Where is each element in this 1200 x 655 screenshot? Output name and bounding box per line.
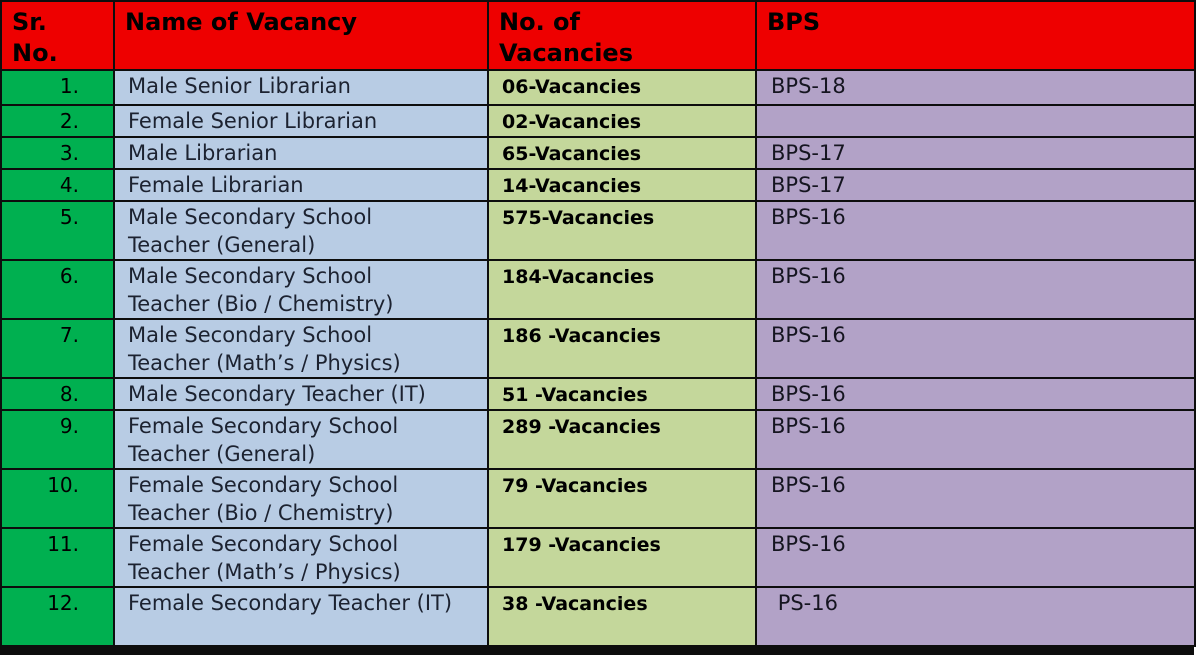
header-label-bps: BPS — [767, 8, 821, 36]
cell-name: Female Secondary School Teacher (Bio / C… — [113, 468, 489, 529]
cell-bps: PS-16 — [755, 586, 1196, 647]
cell-name: Male Secondary Teacher (IT) — [113, 377, 489, 411]
cell-name: Male Senior Librarian — [113, 69, 489, 106]
cell-sr-no: 6. — [0, 259, 115, 320]
table-row: 9. Female Secondary School Teacher (Gene… — [0, 409, 1196, 470]
table-row: 4. Female Librarian 14-Vacancies BPS-17 — [0, 168, 1196, 202]
cell-vacancies: 02-Vacancies — [487, 104, 757, 138]
cell-bps: BPS-16 — [755, 200, 1196, 261]
cell-vacancies: 289 -Vacancies — [487, 409, 757, 470]
cell-vacancies: 38 -Vacancies — [487, 586, 757, 647]
cell-bps: BPS-16 — [755, 377, 1196, 411]
header-cell-bps: BPS — [755, 0, 1196, 71]
cell-name: Female Secondary School Teacher (Math’s … — [113, 527, 489, 588]
cell-sr-no: 3. — [0, 136, 115, 170]
cell-sr-no: 8. — [0, 377, 115, 411]
cell-vacancies: 51 -Vacancies — [487, 377, 757, 411]
table-row: 1. Male Senior Librarian 06-Vacancies BP… — [0, 69, 1196, 106]
cell-vacancies: 06-Vacancies — [487, 69, 757, 106]
table-row: 8. Male Secondary Teacher (IT) 51 -Vacan… — [0, 377, 1196, 411]
cell-vacancies: 65-Vacancies — [487, 136, 757, 170]
cell-name: Female Librarian — [113, 168, 489, 202]
cell-sr-no: 10. — [0, 468, 115, 529]
table-row: 5. Male Secondary School Teacher (Genera… — [0, 200, 1196, 261]
cell-bps: BPS-16 — [755, 527, 1196, 588]
cell-sr-no: 11. — [0, 527, 115, 588]
cell-name: Male Secondary School Teacher (Math’s / … — [113, 318, 489, 379]
cell-name: Male Secondary School Teacher (General) — [113, 200, 489, 261]
cell-vacancies: 186 -Vacancies — [487, 318, 757, 379]
cell-vacancies: 184-Vacancies — [487, 259, 757, 320]
cell-sr-no: 12. — [0, 586, 115, 647]
cell-bps — [755, 104, 1196, 138]
cell-bps: BPS-16 — [755, 259, 1196, 320]
cell-sr-no: 9. — [0, 409, 115, 470]
table-row: 6. Male Secondary School Teacher (Bio / … — [0, 259, 1196, 320]
cell-vacancies: 575-Vacancies — [487, 200, 757, 261]
cell-name: Female Secondary School Teacher (General… — [113, 409, 489, 470]
cell-bps: BPS-17 — [755, 168, 1196, 202]
cell-sr-no: 4. — [0, 168, 115, 202]
cell-name: Female Senior Librarian — [113, 104, 489, 138]
table-row: 2. Female Senior Librarian 02-Vacancies — [0, 104, 1196, 138]
cell-vacancies: 79 -Vacancies — [487, 468, 757, 529]
table-row: 3. Male Librarian 65-Vacancies BPS-17 — [0, 136, 1196, 170]
header-label-vacancies: No. of Vacancies — [499, 8, 633, 67]
table-row: 7. Male Secondary School Teacher (Math’s… — [0, 318, 1196, 379]
table-row: 11. Female Secondary School Teacher (Mat… — [0, 527, 1196, 588]
header-label-name: Name of Vacancy — [125, 8, 358, 36]
cell-sr-no: 2. — [0, 104, 115, 138]
header-cell-sr-no: Sr. No. — [0, 0, 115, 71]
header-cell-name: Name of Vacancy — [113, 0, 489, 71]
cell-bps: BPS-16 — [755, 318, 1196, 379]
cell-bps: BPS-16 — [755, 409, 1196, 470]
header-cell-vacancies: No. of Vacancies — [487, 0, 757, 71]
cell-bps: BPS-18 — [755, 69, 1196, 106]
cell-vacancies: 179 -Vacancies — [487, 527, 757, 588]
cell-sr-no: 5. — [0, 200, 115, 261]
cell-bps: BPS-16 — [755, 468, 1196, 529]
cell-name: Female Secondary Teacher (IT) — [113, 586, 489, 647]
cell-sr-no: 1. — [0, 69, 115, 106]
cell-name: Male Secondary School Teacher (Bio / Che… — [113, 259, 489, 320]
cell-name: Male Librarian — [113, 136, 489, 170]
cell-sr-no: 7. — [0, 318, 115, 379]
table-bottom-border — [0, 647, 1194, 655]
table-row: 10. Female Secondary School Teacher (Bio… — [0, 468, 1196, 529]
header-row: Sr. No. Name of Vacancy No. of Vacancies… — [0, 0, 1196, 71]
cell-bps: BPS-17 — [755, 136, 1196, 170]
table-row: 12. Female Secondary Teacher (IT) 38 -Va… — [0, 586, 1196, 647]
cell-vacancies: 14-Vacancies — [487, 168, 757, 202]
header-label-sr-no: Sr. No. — [12, 8, 58, 67]
